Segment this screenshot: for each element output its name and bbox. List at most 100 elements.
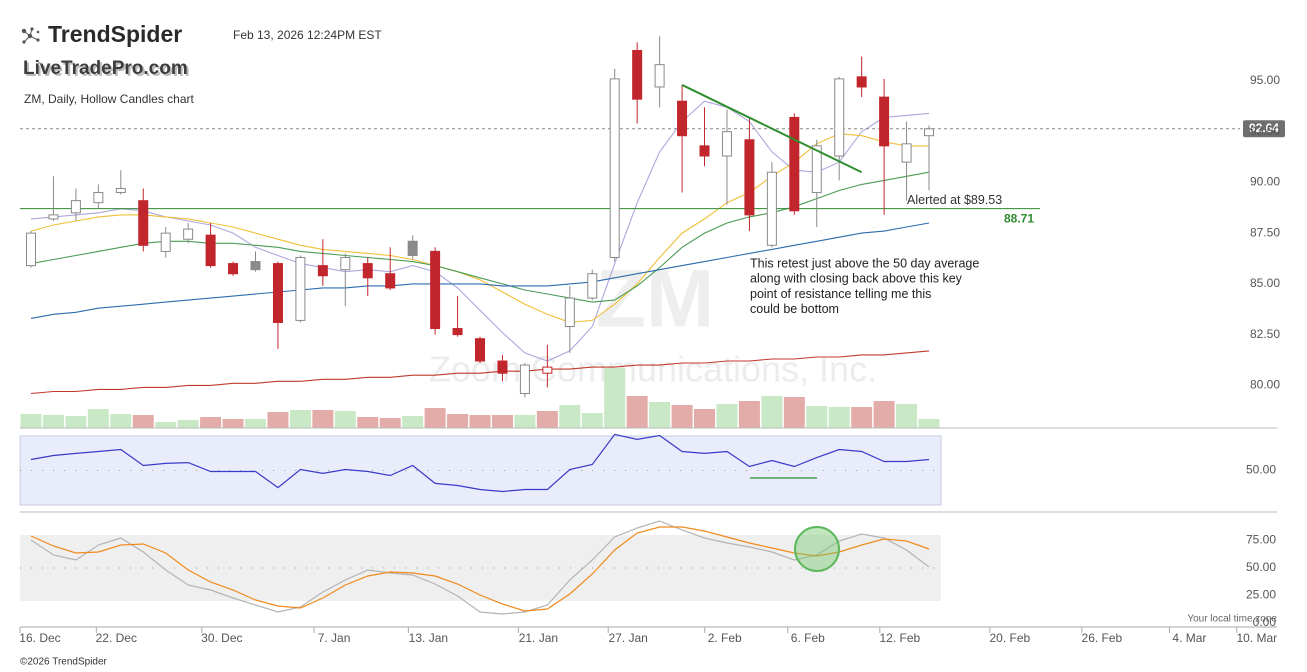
candle-body bbox=[587, 273, 598, 299]
volume-bar bbox=[783, 397, 805, 428]
candle-body bbox=[452, 328, 463, 336]
volume-bar bbox=[694, 409, 716, 428]
x-tick-label: 30. Dec bbox=[201, 631, 242, 645]
y-tick-label: 82.50 bbox=[1250, 327, 1280, 341]
y-tick-label: 87.50 bbox=[1250, 225, 1280, 239]
volume-bar bbox=[200, 417, 222, 428]
timestamp: Feb 13, 2026 12:24PM EST bbox=[233, 28, 382, 42]
candle-body bbox=[632, 49, 643, 100]
volume-bar bbox=[536, 411, 558, 428]
candle-body bbox=[48, 214, 59, 220]
candle-body bbox=[295, 256, 306, 321]
candle-body bbox=[901, 143, 912, 163]
volume-bar bbox=[289, 410, 311, 428]
alert-text: Alerted at $89.53 bbox=[907, 193, 1002, 207]
volume-bar bbox=[761, 396, 783, 428]
volume-bar bbox=[312, 410, 334, 428]
volume-bar bbox=[851, 407, 873, 428]
candle-body bbox=[115, 187, 126, 194]
alert-level-label: 88.71 bbox=[1004, 212, 1034, 226]
volume-bar bbox=[626, 396, 648, 428]
volume-bar bbox=[222, 419, 244, 428]
last-price-tag bbox=[1243, 120, 1285, 138]
highlight-circle bbox=[794, 526, 840, 572]
x-tick-label: 10. Mar bbox=[1236, 631, 1277, 645]
candle-body bbox=[138, 200, 149, 246]
x-tick-label: 26. Feb bbox=[1082, 631, 1123, 645]
volume-bar bbox=[447, 414, 469, 428]
candle-body bbox=[609, 78, 620, 258]
copyright: ©2026 TrendSpider bbox=[20, 657, 108, 668]
volume-bar bbox=[155, 422, 177, 428]
candle-body bbox=[475, 338, 486, 362]
volume-bar bbox=[42, 415, 64, 428]
timezone-note: Your local time zone bbox=[1187, 614, 1277, 625]
volume-bar bbox=[379, 418, 401, 428]
volume-bar bbox=[491, 415, 513, 428]
y-tick-label: 25.00 bbox=[1246, 588, 1276, 602]
y-tick-label: 90.00 bbox=[1250, 175, 1280, 189]
logo-icon bbox=[21, 27, 40, 44]
y-tick-label: 50.00 bbox=[1246, 560, 1276, 574]
indicator-line bbox=[30, 133, 929, 323]
candle-body bbox=[407, 240, 418, 256]
volume-bar bbox=[132, 415, 154, 428]
candle-body bbox=[654, 64, 665, 88]
volume-bar bbox=[177, 420, 199, 428]
annotation-line: This retest just above the 50 day averag… bbox=[750, 256, 979, 270]
candle-body bbox=[317, 265, 328, 277]
company-watermark: Zoom Communications, Inc. bbox=[429, 349, 877, 390]
candle-body bbox=[699, 145, 710, 157]
volume-bar bbox=[896, 404, 918, 428]
volume-bar bbox=[806, 406, 828, 428]
annotation-line: along with closing back above this key bbox=[750, 272, 963, 286]
volume-bar bbox=[20, 414, 42, 428]
volume-bar bbox=[65, 416, 87, 428]
candle-body bbox=[205, 234, 216, 267]
y-tick-label: 50.00 bbox=[1246, 463, 1276, 477]
chart-label: ZM, Daily, Hollow Candles chart bbox=[24, 92, 194, 106]
candle-body bbox=[744, 139, 755, 216]
indicator-line bbox=[30, 350, 930, 395]
candle-body bbox=[856, 76, 867, 88]
volume-bar bbox=[738, 401, 760, 428]
indicator-band bbox=[20, 535, 942, 601]
candle-body bbox=[272, 263, 283, 323]
candle-body bbox=[811, 145, 822, 194]
logo-text: TrendSpider bbox=[48, 21, 182, 47]
indicator-line bbox=[30, 520, 930, 615]
volume-bar bbox=[581, 413, 603, 428]
volume-bar bbox=[469, 415, 491, 428]
candle-body bbox=[497, 360, 508, 374]
candle-body bbox=[834, 78, 845, 157]
volume-bar bbox=[873, 401, 895, 428]
candle-body bbox=[924, 128, 935, 137]
y-tick-label: 85.00 bbox=[1250, 276, 1280, 290]
x-tick-label: 7. Jan bbox=[318, 631, 351, 645]
candle-body bbox=[362, 263, 373, 279]
x-tick-label: 22. Dec bbox=[96, 631, 137, 645]
indicator-line bbox=[30, 171, 930, 303]
candle-body bbox=[93, 192, 104, 204]
indicator-line bbox=[30, 100, 930, 362]
trendline bbox=[681, 84, 863, 174]
candle-body bbox=[250, 261, 261, 271]
y-tick-label: 95.00 bbox=[1250, 73, 1280, 87]
x-tick-label: 20. Feb bbox=[989, 631, 1030, 645]
y-tick-label: 0.00 bbox=[1253, 615, 1277, 629]
annotation-line: point of resistance telling me this bbox=[750, 287, 931, 301]
candle-body bbox=[789, 116, 800, 212]
candle-body bbox=[879, 96, 890, 147]
last-price-label: 92.64 bbox=[1249, 121, 1279, 135]
indicator-line bbox=[30, 222, 930, 319]
y-tick-label: 80.00 bbox=[1250, 378, 1280, 392]
volume-bar bbox=[716, 404, 738, 428]
candle-body bbox=[430, 250, 441, 330]
x-tick-label: 21. Jan bbox=[519, 631, 558, 645]
x-tick-label: 6. Feb bbox=[791, 631, 825, 645]
candle-body bbox=[385, 273, 396, 289]
volume-bar bbox=[402, 416, 424, 428]
annotation-line: could be bottom bbox=[750, 302, 839, 316]
